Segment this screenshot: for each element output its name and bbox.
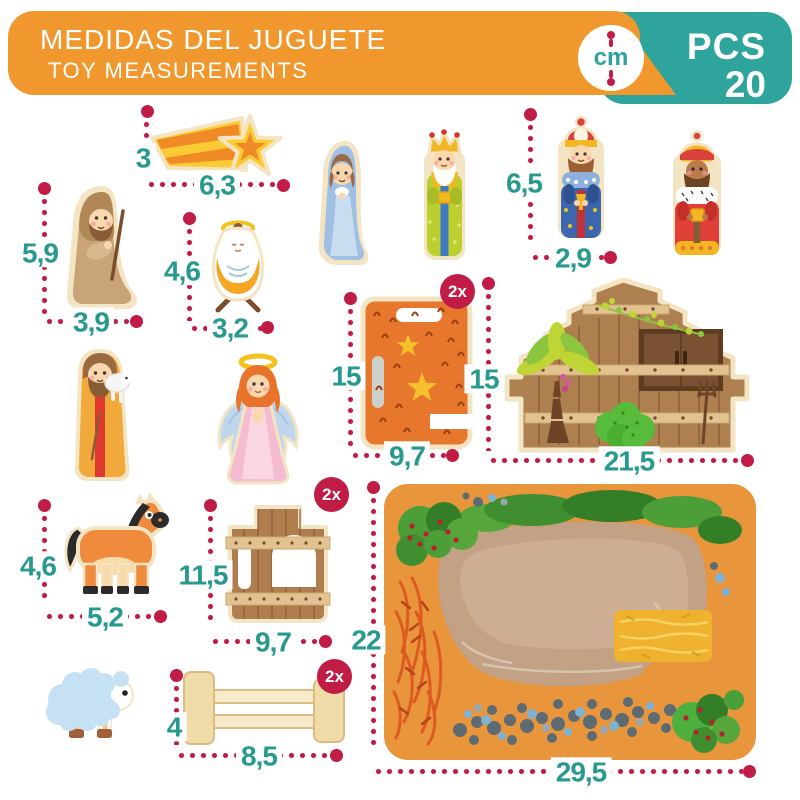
play-mat-figure — [384, 484, 756, 760]
wall-panel-stars-figure — [360, 296, 473, 450]
fence-figure — [183, 671, 345, 745]
quantity-badge-wall-star: 2x — [440, 274, 475, 309]
dimension-endpoint-dot — [743, 765, 756, 778]
dimension-endpoint-dot — [154, 610, 167, 623]
ruler-dot-icon — [607, 31, 615, 39]
dimension-endpoint-dot — [344, 292, 357, 305]
dimension-endpoint-dot — [170, 669, 183, 682]
king-blue-figure — [558, 115, 604, 238]
joseph-figure — [66, 186, 137, 309]
orange-plants — [392, 576, 443, 746]
dimension-endpoint-dot — [38, 499, 51, 512]
stable-window — [639, 329, 723, 391]
pcs-label: PCS — [686, 26, 766, 67]
dimension-endpoint-dot — [330, 749, 343, 762]
height-label-wall-window: 11,5 — [173, 560, 233, 590]
width-label-joseph: 3,9 — [68, 307, 114, 337]
header-banner — [8, 11, 640, 95]
plant-flecks — [398, 600, 432, 726]
wall-panel-window-figure — [225, 505, 331, 623]
stable-figure — [504, 277, 750, 453]
pebbles-top — [462, 492, 730, 596]
dimension-endpoint-dot — [446, 449, 459, 462]
page-subtitle: TOY MEASUREMENTS — [48, 58, 309, 83]
lamb-icon — [104, 373, 131, 403]
width-label-wall-window: 9,7 — [250, 627, 296, 657]
cm-unit-badge: cm — [578, 25, 644, 91]
width-label-star: 6,3 — [194, 170, 240, 200]
height-label-joseph: 5,9 — [17, 238, 63, 268]
cm-unit-label: cm — [593, 44, 629, 71]
berry-bush-top-left — [396, 502, 478, 566]
king-red-figure — [673, 130, 721, 255]
width-label-baby-jesus: 3,2 — [207, 313, 253, 343]
ruler-line-icon — [609, 39, 613, 47]
hay-bale — [614, 610, 712, 662]
height-label-mat: 22 — [346, 625, 386, 655]
bush-icon — [595, 402, 655, 451]
king-green-figure — [424, 129, 465, 260]
dimension-endpoint-dot — [277, 179, 290, 192]
quantity-badge-fence: 2x — [317, 659, 352, 694]
dimension-endpoint-dot — [604, 251, 617, 264]
pebble-path — [453, 697, 676, 745]
vine-icon — [598, 298, 705, 337]
shepherd-with-lamb-figure — [74, 349, 131, 481]
dimension-endpoint-dot — [261, 321, 274, 334]
height-label-king-blue: 6,5 — [501, 168, 547, 198]
ruler-line-icon — [609, 70, 613, 78]
dimension-endpoint-dot — [130, 315, 143, 328]
dimension-endpoint-dot — [319, 635, 332, 648]
dimension-endpoint-dot — [741, 454, 754, 467]
height-label-stable: 15 — [464, 364, 504, 394]
width-label-horse: 5,2 — [82, 602, 128, 632]
ruler-dot-icon — [607, 78, 615, 86]
berry-bush-bottom-right — [672, 690, 744, 753]
dimension-endpoint-dot — [204, 499, 217, 512]
dimension-endpoint-dot — [524, 108, 537, 121]
dimension-endpoint-dot — [482, 277, 495, 290]
dimension-endpoint-dot — [183, 212, 196, 225]
height-label-baby-jesus: 4,6 — [159, 256, 205, 286]
angel-figure — [217, 353, 299, 485]
width-label-king-blue: 2,9 — [550, 243, 596, 273]
dimension-line-vertical — [371, 495, 376, 750]
height-label-horse: 4,6 — [15, 551, 61, 581]
height-label-wall-star: 15 — [326, 361, 366, 391]
palm-tree-icon — [516, 322, 600, 443]
width-label-wall-star: 9,7 — [384, 441, 430, 471]
width-label-mat: 29,5 — [550, 757, 612, 787]
dimension-endpoint-dot — [141, 105, 154, 118]
quantity-badge-wall-window: 2x — [314, 477, 349, 512]
pitchfork-icon — [697, 379, 717, 445]
trees — [459, 490, 742, 544]
shooting-star-figure — [150, 114, 283, 176]
page-title: MEDIDAS DEL JUGUETE — [40, 24, 387, 55]
height-label-star: 3 — [130, 143, 156, 173]
dimension-endpoint-dot — [367, 481, 380, 494]
mary-figure — [318, 140, 369, 265]
dimension-endpoint-dot — [38, 182, 51, 195]
width-label-fence: 8,5 — [236, 741, 282, 771]
pcs-count: 20 — [724, 64, 766, 105]
width-label-stable: 21,5 — [598, 446, 660, 476]
horse-figure — [64, 492, 169, 594]
height-label-fence: 4 — [161, 712, 187, 742]
sheep-figure — [46, 668, 134, 738]
baby-jesus-manger-figure — [212, 220, 264, 313]
brick-texture — [373, 307, 465, 435]
